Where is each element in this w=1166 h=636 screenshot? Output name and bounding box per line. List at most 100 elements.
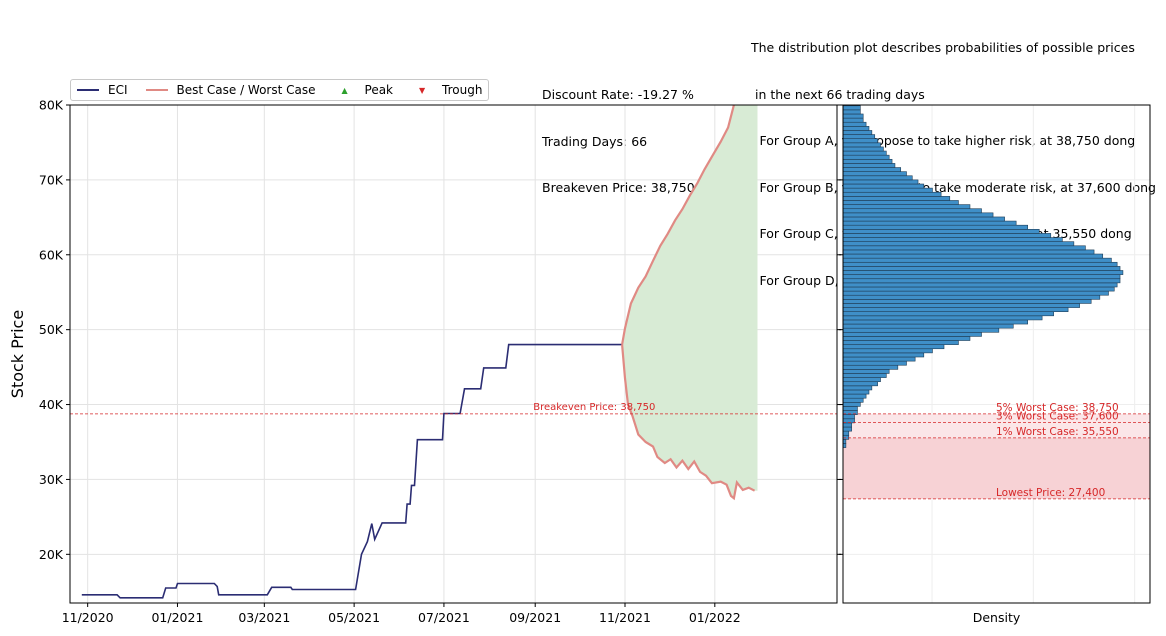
histogram-bar: [843, 340, 959, 345]
histogram-bar: [843, 142, 881, 148]
histogram-bar: [843, 138, 878, 144]
histogram-bar: [843, 224, 1028, 230]
histogram-bar: [843, 406, 858, 411]
histogram-bar: [843, 352, 925, 358]
summary-info: Discount Rate: -19.27 % Trading Days: 66…: [542, 56, 695, 211]
histogram-bar: [843, 278, 1121, 284]
breakeven-label: Breakeven Price: 38,750: [533, 402, 655, 413]
y-tick-label: 60K: [39, 247, 64, 262]
histogram-bar: [843, 146, 884, 152]
x-tick-label: 01/2022: [689, 610, 741, 625]
histogram-bar: [843, 270, 1124, 275]
x-tick-label: 11/2020: [62, 610, 114, 625]
histogram-bar: [843, 249, 1095, 255]
legend-line-swatch: [145, 89, 168, 91]
histogram-bar: [843, 113, 864, 119]
histogram-bar: [843, 369, 890, 374]
best-case-line: [621, 105, 735, 345]
x-tick-label: 01/2021: [151, 610, 203, 625]
main-plot: [81, 105, 758, 599]
histogram-bar: [843, 336, 971, 341]
legend-label: Best Case / Worst Case: [176, 83, 316, 97]
histogram-bar: [843, 331, 982, 337]
histogram-bar: [843, 117, 864, 123]
histogram-bar: [843, 257, 1112, 263]
y-axis-label: Stock Price: [8, 310, 27, 398]
histogram-bar: [843, 154, 890, 160]
legend-label: ECI: [108, 83, 128, 97]
histogram-bar: [843, 163, 896, 168]
histogram-bar: [843, 290, 1109, 296]
histogram-bar: [843, 393, 867, 399]
histogram-bar: [843, 229, 1040, 234]
x-tick-label: 07/2021: [418, 610, 470, 625]
note-line: in the next 66 trading days: [751, 86, 925, 102]
legend-line-swatch: [77, 89, 99, 91]
histogram-bar: [843, 315, 1043, 321]
hist-plot-frame: [842, 104, 1151, 604]
worst-case-label: 3% Worst Case: 37,600: [996, 411, 1119, 423]
histogram-bar: [843, 237, 1063, 242]
histogram-bar: [843, 426, 852, 432]
histogram-bar: [843, 307, 1069, 312]
scenario-range-area: [622, 105, 758, 499]
histogram-panel: [843, 105, 1150, 499]
summary-line-breakeven: Breakeven Price: 38,750: [542, 180, 695, 195]
histogram-bar: [843, 266, 1121, 271]
histogram-bar: [843, 126, 870, 131]
histogram-bar: [843, 364, 899, 370]
histogram-bar: [843, 241, 1075, 247]
summary-line-days: Trading Days: 66: [542, 133, 648, 149]
histogram-bar: [843, 323, 1014, 329]
note-line: The distribution plot describes probabil…: [751, 40, 1135, 55]
chart-legend: ECI Best Case / Worst Case ▲ Peak ▼ Trou…: [70, 79, 490, 101]
histogram-bar: [843, 216, 1005, 222]
histogram-bar: [843, 171, 907, 177]
histogram-bar: [843, 208, 982, 214]
histogram-bar: [843, 402, 861, 407]
histogram-bar: [843, 253, 1104, 259]
histogram-bar: [843, 377, 881, 383]
histogram-bar: [843, 434, 850, 440]
histogram-bar: [843, 344, 945, 350]
x-tick-label: 05/2021: [328, 610, 380, 625]
histogram-bar: [843, 196, 951, 201]
histogram-bar: [843, 200, 959, 205]
histogram-bar: [843, 356, 916, 362]
trough-marker-icon: ▼: [418, 85, 426, 95]
histogram-bar: [843, 422, 852, 428]
histogram-bar: [843, 261, 1118, 267]
histogram-bar: [843, 233, 1052, 238]
histogram-bar: [843, 385, 873, 391]
legend-label: Trough: [442, 83, 483, 97]
histogram-bar: [843, 105, 861, 111]
histogram-bar: [843, 348, 933, 354]
worst-case-label: Lowest Price: 27,400: [996, 487, 1105, 499]
histogram-bar: [843, 130, 873, 135]
histogram-bar: [843, 212, 994, 218]
histogram-bar: [843, 389, 870, 395]
worst-case-label: 5% Worst Case: 38,750: [996, 402, 1119, 414]
histogram-bar: [843, 294, 1101, 300]
histogram-bar: [843, 204, 971, 210]
y-tick-label: 40K: [39, 397, 64, 412]
histogram-bar: [843, 319, 1028, 325]
histogram-bar: [843, 167, 902, 172]
histogram-bar: [843, 397, 864, 403]
histogram-bar: [843, 121, 867, 127]
histogram-bar: [843, 179, 919, 185]
main-plot-frame: [69, 104, 838, 604]
histogram-bar: [843, 327, 1000, 333]
histogram-bar: [843, 183, 925, 189]
note-line-group-a: - For Group A, we propose to take higher…: [751, 133, 1136, 148]
histogram-bar: [843, 303, 1080, 308]
histogram-bar: [843, 134, 876, 139]
histogram-bar: [843, 311, 1054, 317]
histogram-bar: [843, 274, 1121, 280]
y-tick-label: 70K: [39, 172, 64, 187]
summary-line-discount: Discount Rate: -19.27 %: [542, 87, 694, 102]
y-tick-label: 20K: [39, 547, 64, 562]
histogram-bar: [843, 299, 1092, 304]
legend-label: Peak: [364, 83, 394, 97]
